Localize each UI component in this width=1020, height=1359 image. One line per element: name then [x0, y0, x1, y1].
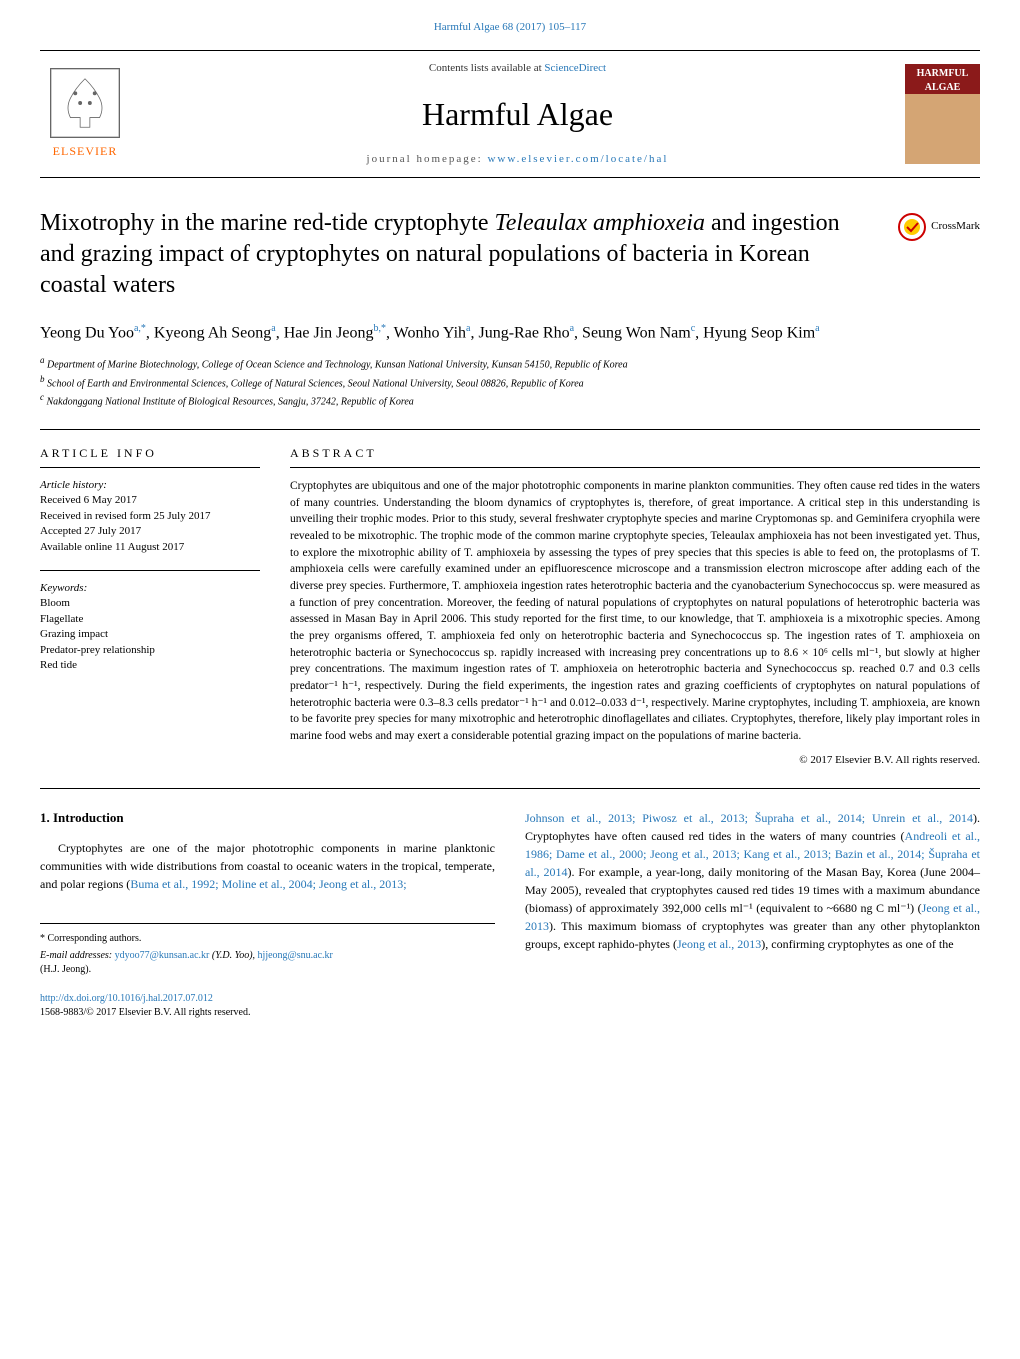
keywords-label: Keywords: — [40, 570, 260, 596]
article-info-header: ARTICLE INFO — [40, 445, 260, 468]
title-section: Mixotrophy in the marine red-tide crypto… — [40, 208, 980, 307]
history-item: Received 6 May 2017 — [40, 493, 260, 508]
journal-citation[interactable]: Harmful Algae 68 (2017) 105–117 — [40, 20, 980, 35]
crossmark-label: CrossMark — [931, 219, 980, 234]
corresponding-note: * Corresponding authors. — [40, 932, 495, 946]
keyword-item: Predator-prey relationship — [40, 643, 260, 658]
doi-link[interactable]: http://dx.doi.org/10.1016/j.hal.2017.07.… — [40, 993, 213, 1004]
abstract-text: Cryptophytes are ubiquitous and one of t… — [290, 478, 980, 745]
email-link[interactable]: hjjeong@snu.ac.kr — [258, 950, 333, 961]
journal-header: ELSEVIER Contents lists available at Sci… — [40, 50, 980, 178]
main-content: 1. Introduction Cryptophytes are one of … — [40, 788, 980, 1020]
history-label: Article history: — [40, 478, 260, 493]
correspondence-footer: * Corresponding authors. E-mail addresse… — [40, 923, 495, 977]
email-name: (H.J. Jeong). — [40, 963, 495, 977]
history-item: Received in revised form 25 July 2017 — [40, 509, 260, 524]
history-item: Available online 11 August 2017 — [40, 540, 260, 555]
article-title: Mixotrophy in the marine red-tide crypto… — [40, 208, 878, 302]
info-abstract-section: ARTICLE INFO Article history: Received 6… — [40, 429, 980, 768]
abstract-section: ABSTRACT Cryptophytes are ubiquitous and… — [290, 445, 980, 768]
keyword-item: Grazing impact — [40, 627, 260, 642]
left-column: 1. Introduction Cryptophytes are one of … — [40, 809, 495, 1020]
history-item: Accepted 27 July 2017 — [40, 524, 260, 539]
abstract-copyright: © 2017 Elsevier B.V. All rights reserved… — [290, 753, 980, 768]
citation-link[interactable]: Johnson et al., 2013; Piwosz et al., 201… — [525, 811, 973, 825]
keyword-item: Flagellate — [40, 612, 260, 627]
elsevier-tree-icon — [50, 68, 120, 138]
doi-line: http://dx.doi.org/10.1016/j.hal.2017.07.… — [40, 992, 495, 1006]
sciencedirect-link[interactable]: ScienceDirect — [544, 62, 606, 74]
citation-link[interactable]: Buma et al., 1992; Moline et al., 2004; … — [130, 877, 406, 891]
email-link[interactable]: ydyoo77@kunsan.ac.kr — [115, 950, 210, 961]
journal-title: Harmful Algae — [130, 92, 905, 137]
affiliations: a Department of Marine Biotechnology, Co… — [40, 354, 980, 409]
journal-cover-thumbnail: HARMFUL ALGAE — [905, 64, 980, 164]
homepage-line: journal homepage: www.elsevier.com/locat… — [130, 152, 905, 167]
elsevier-logo: ELSEVIER — [40, 64, 130, 164]
right-column: Johnson et al., 2013; Piwosz et al., 201… — [525, 809, 980, 1020]
crossmark-badge[interactable]: CrossMark — [898, 213, 980, 241]
issn-line: 1568-9883/© 2017 Elsevier B.V. All right… — [40, 1006, 495, 1020]
intro-heading: 1. Introduction — [40, 809, 495, 827]
journal-center: Contents lists available at ScienceDirec… — [130, 61, 905, 167]
contents-line: Contents lists available at ScienceDirec… — [130, 61, 905, 76]
intro-paragraph-cont: Johnson et al., 2013; Piwosz et al., 201… — [525, 809, 980, 953]
homepage-link[interactable]: www.elsevier.com/locate/hal — [487, 153, 668, 165]
keyword-item: Red tide — [40, 658, 260, 673]
cover-title: HARMFUL ALGAE — [905, 64, 980, 98]
elsevier-text: ELSEVIER — [53, 143, 118, 160]
abstract-header: ABSTRACT — [290, 445, 980, 468]
crossmark-icon — [898, 213, 926, 241]
keyword-item: Bloom — [40, 596, 260, 611]
authors-list: Yeong Du Yooa,*, Kyeong Ah Seonga, Hae J… — [40, 322, 980, 345]
intro-paragraph: Cryptophytes are one of the major photot… — [40, 839, 495, 893]
email-line: E-mail addresses: ydyoo77@kunsan.ac.kr (… — [40, 949, 495, 963]
article-info: ARTICLE INFO Article history: Received 6… — [40, 445, 260, 768]
citation-link[interactable]: Jeong et al., 2013 — [677, 937, 761, 951]
